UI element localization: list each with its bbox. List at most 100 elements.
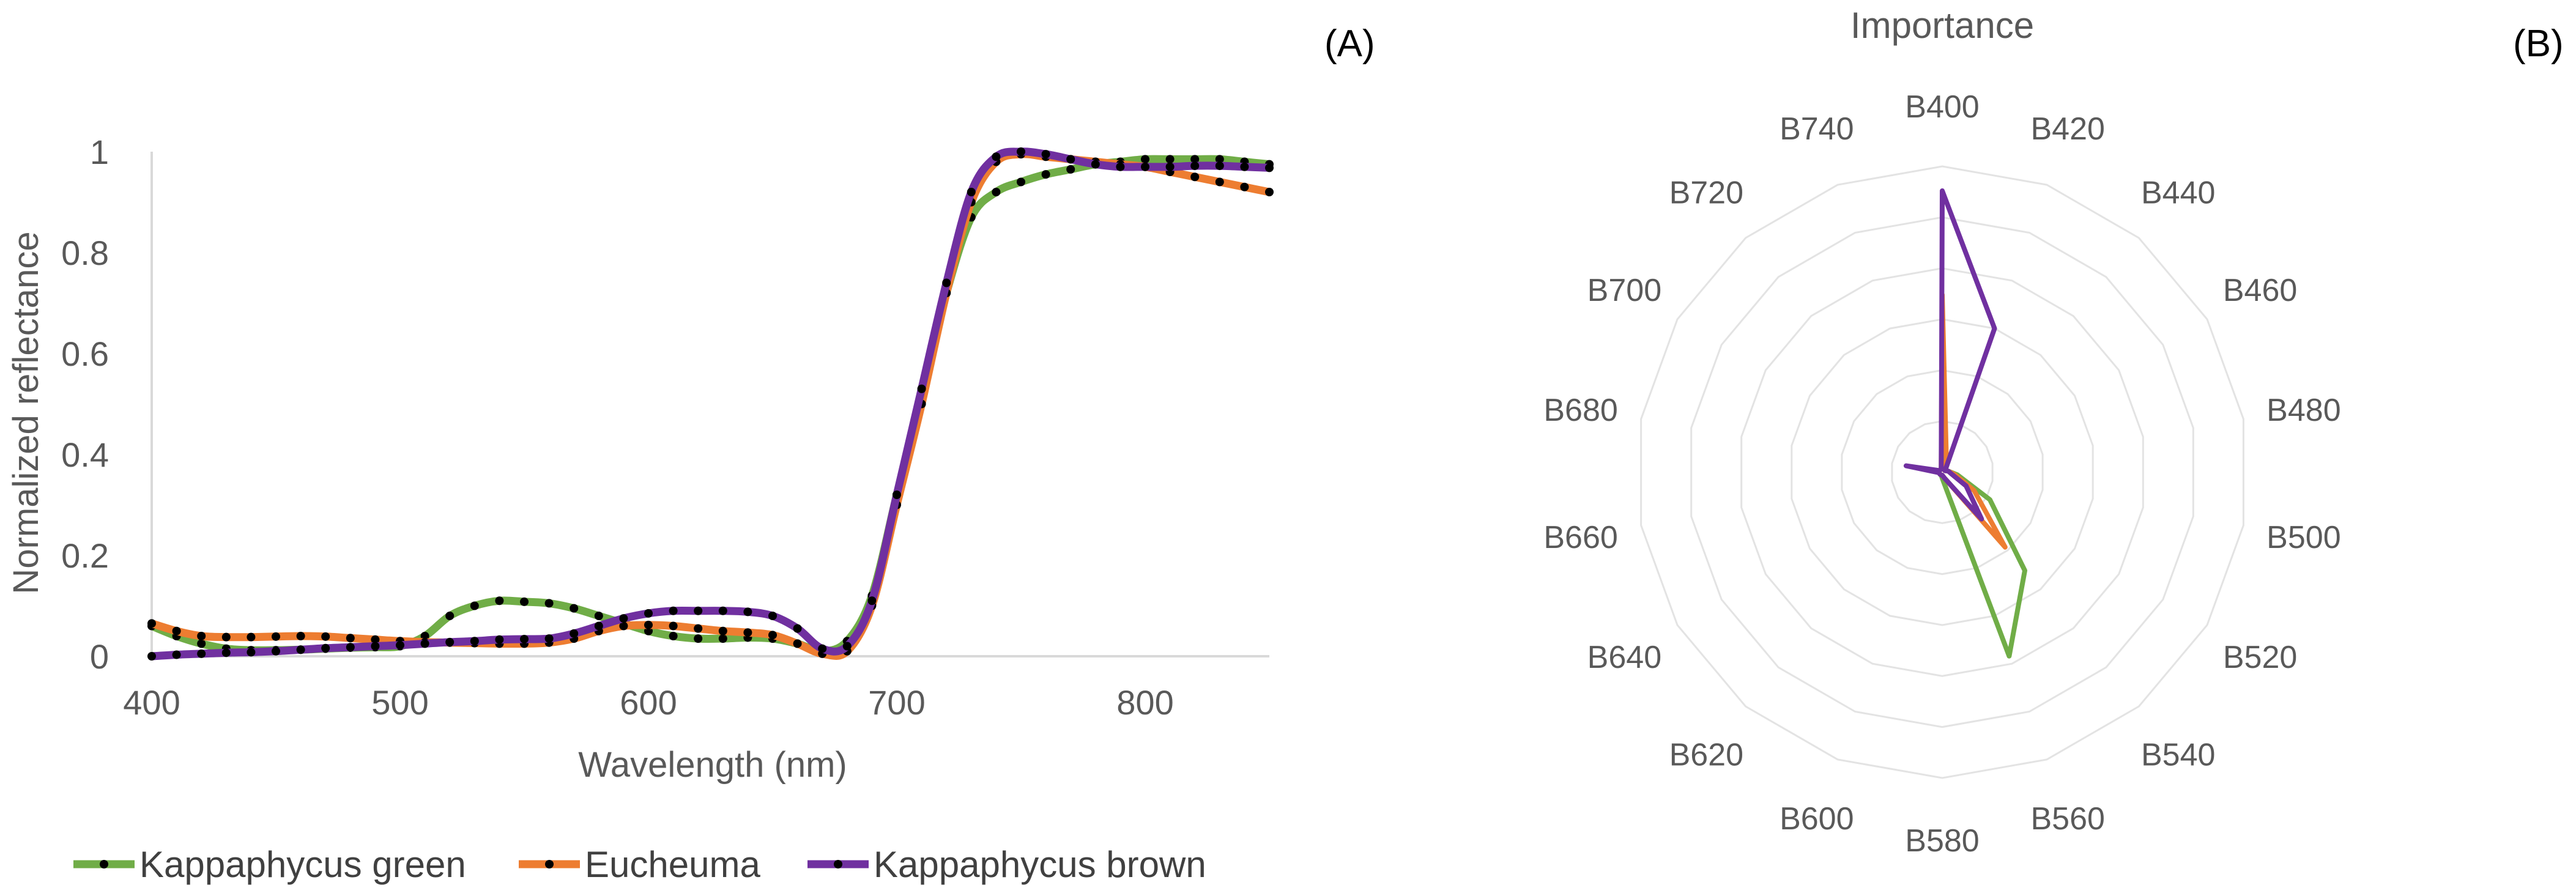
radar-category-label: B580 bbox=[1905, 823, 1979, 859]
data-point bbox=[197, 639, 206, 648]
data-point bbox=[669, 606, 678, 615]
data-point bbox=[1190, 161, 1200, 171]
data-point bbox=[172, 650, 181, 659]
data-point bbox=[296, 645, 305, 654]
data-point bbox=[272, 646, 280, 656]
data-point bbox=[470, 637, 479, 646]
data-point bbox=[1041, 150, 1050, 159]
data-point bbox=[942, 278, 951, 287]
data-point bbox=[172, 626, 181, 635]
radar-category-label: B660 bbox=[1543, 520, 1617, 555]
data-point bbox=[1215, 161, 1224, 171]
data-point bbox=[495, 635, 504, 644]
data-point bbox=[147, 652, 156, 661]
data-point bbox=[818, 644, 827, 653]
radar-category-label: B440 bbox=[2141, 175, 2215, 210]
data-point bbox=[867, 596, 877, 605]
y-axis-title: Normalized reflectance bbox=[6, 231, 46, 594]
radar-series-kappaphycus-brown bbox=[1903, 188, 1997, 522]
data-point bbox=[1091, 160, 1100, 169]
radar-ring bbox=[1791, 318, 2094, 626]
data-point bbox=[247, 648, 256, 657]
data-point bbox=[594, 612, 603, 620]
radar-category-label: B620 bbox=[1669, 738, 1743, 773]
y-tick-label: 0 bbox=[90, 637, 109, 676]
panel-label-a: (A) bbox=[1324, 23, 1375, 65]
data-point bbox=[793, 639, 802, 648]
data-point bbox=[694, 624, 703, 633]
legend-swatch-marker bbox=[545, 860, 554, 868]
chart-title: Importance bbox=[1850, 5, 2034, 46]
y-tick-label: 0.6 bbox=[61, 335, 109, 373]
data-point bbox=[544, 599, 554, 608]
series-kappaphycus-green bbox=[147, 155, 1274, 656]
data-point bbox=[1265, 163, 1274, 172]
radar-series-group bbox=[1903, 188, 2027, 659]
series-kappaphycus-brown bbox=[147, 147, 1274, 661]
data-point bbox=[1017, 177, 1025, 187]
radar-category-label: B640 bbox=[1587, 640, 1661, 675]
data-point bbox=[221, 632, 231, 642]
data-point bbox=[768, 612, 777, 620]
data-point bbox=[1017, 147, 1025, 156]
data-point bbox=[594, 621, 603, 631]
x-tick-label: 700 bbox=[868, 683, 925, 722]
data-point bbox=[1215, 155, 1224, 164]
data-point bbox=[694, 634, 703, 643]
x-tick-label: 600 bbox=[620, 683, 677, 722]
data-point bbox=[1041, 170, 1050, 179]
data-point bbox=[445, 612, 455, 620]
series-line bbox=[147, 155, 1274, 656]
data-point bbox=[1215, 177, 1224, 187]
data-point bbox=[967, 188, 976, 196]
x-tick-label: 500 bbox=[371, 683, 428, 722]
y-tick-label: 0.4 bbox=[61, 435, 109, 474]
line-chart-series-group bbox=[147, 147, 1274, 661]
legend-label: Kappaphycus brown bbox=[874, 844, 1206, 885]
legend-item: Eucheuma bbox=[519, 844, 760, 885]
data-point bbox=[396, 640, 404, 650]
data-point bbox=[520, 597, 529, 606]
data-point bbox=[842, 642, 852, 651]
line-chart-panel: 400 500 600 700 800 0 0.2 0.4 0.6 0.8 1 Wavelength… bbox=[6, 23, 1375, 885]
data-point bbox=[420, 639, 429, 648]
data-point bbox=[247, 632, 256, 642]
data-point bbox=[520, 634, 529, 643]
radar-category-label: B740 bbox=[1780, 111, 1854, 147]
data-point bbox=[371, 642, 380, 651]
data-point bbox=[1190, 172, 1200, 182]
data-point bbox=[272, 632, 280, 641]
series-line bbox=[147, 150, 1274, 660]
data-point bbox=[619, 621, 628, 631]
data-point bbox=[768, 631, 777, 640]
radar-ring bbox=[1841, 369, 2044, 576]
radar-category-label: B680 bbox=[1543, 393, 1617, 428]
data-point bbox=[718, 626, 727, 635]
radar-category-label: B480 bbox=[2266, 393, 2340, 428]
radar-category-label: B420 bbox=[2030, 111, 2104, 147]
data-point bbox=[1165, 162, 1175, 171]
data-point bbox=[644, 620, 653, 629]
legend-label: Kappaphycus green bbox=[139, 844, 466, 885]
radar-grid bbox=[1640, 165, 2244, 779]
data-point bbox=[1165, 155, 1175, 164]
radar-category-label: B460 bbox=[2223, 273, 2297, 308]
data-point bbox=[619, 614, 628, 623]
radar-category-label: B520 bbox=[2223, 640, 2297, 675]
data-point bbox=[197, 632, 206, 640]
data-point bbox=[669, 621, 678, 631]
data-point bbox=[669, 632, 678, 640]
radar-category-label: B540 bbox=[2141, 738, 2215, 773]
data-point bbox=[495, 596, 504, 605]
data-point bbox=[570, 629, 579, 638]
data-point bbox=[570, 604, 579, 613]
series-eucheuma bbox=[147, 150, 1274, 660]
radar-ring bbox=[1640, 165, 2244, 779]
y-tick-label: 0.8 bbox=[61, 234, 109, 272]
data-point bbox=[296, 632, 305, 640]
data-point bbox=[893, 491, 901, 499]
data-point bbox=[371, 635, 380, 644]
data-point bbox=[743, 607, 752, 616]
data-point bbox=[992, 188, 1001, 196]
